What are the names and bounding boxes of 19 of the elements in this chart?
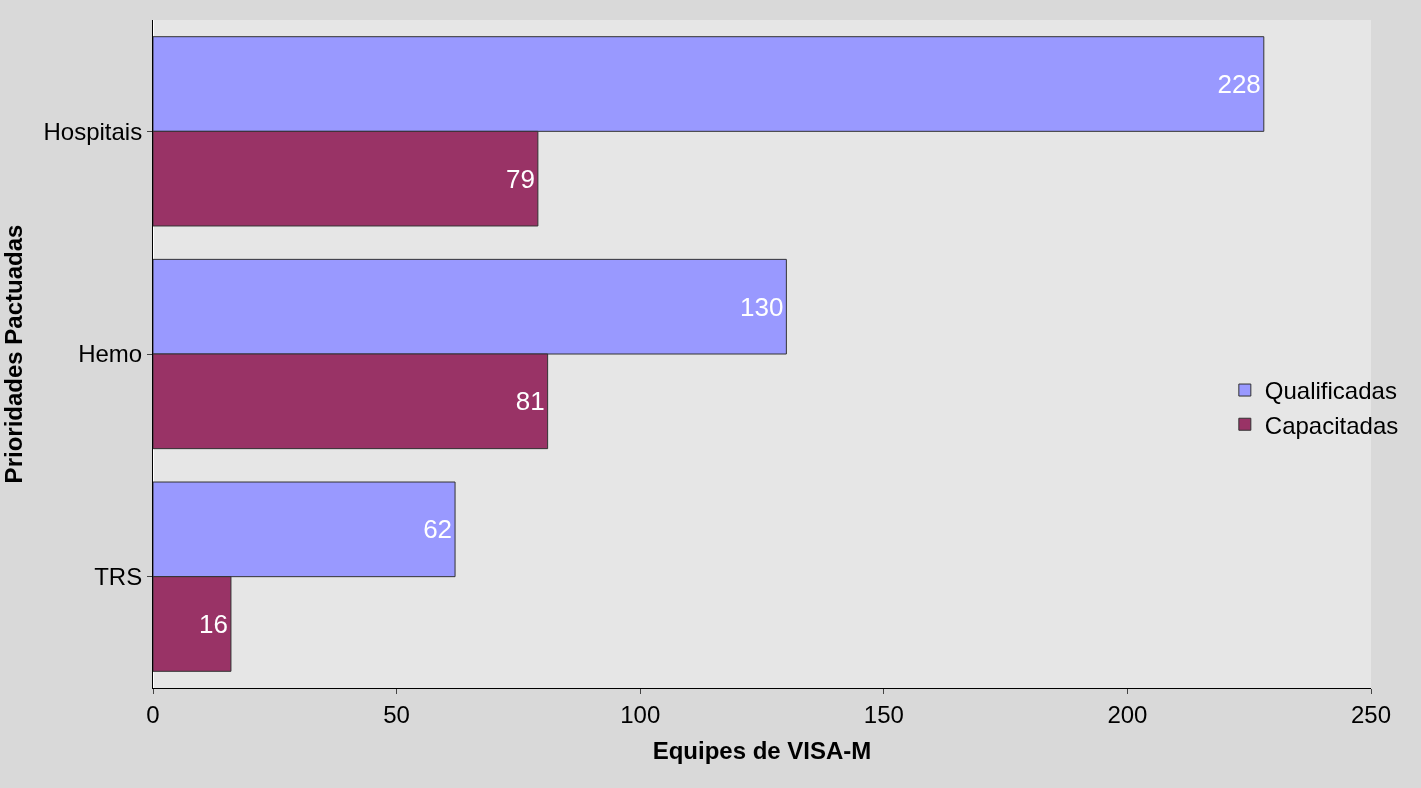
x-tick-label: 50 [383, 700, 410, 728]
x-tick-label: 100 [620, 700, 661, 728]
y-tick-label: Hemo [78, 340, 143, 368]
x-tick-label: 250 [1350, 700, 1392, 728]
legend-label: Qualificadas [1264, 377, 1397, 405]
data-label: 130 [739, 291, 784, 322]
x-axis-title: Equipes de VISA-M [652, 737, 872, 765]
x-tick-label: 200 [1107, 700, 1148, 728]
data-label: 79 [505, 163, 535, 194]
y-tick-label: Hospitais [43, 117, 143, 145]
legend-label: Capacitadas [1264, 411, 1399, 439]
data-label: 62 [423, 514, 453, 545]
y-axis-title: Prioridades Pactuadas [0, 224, 27, 484]
data-label: 228 [1217, 69, 1261, 100]
data-label: 16 [199, 608, 228, 639]
x-tick-label: 150 [863, 700, 904, 728]
data-label: 81 [515, 386, 545, 417]
y-tick-label: TRS [94, 563, 143, 591]
x-tick-label: 0 [146, 700, 160, 728]
